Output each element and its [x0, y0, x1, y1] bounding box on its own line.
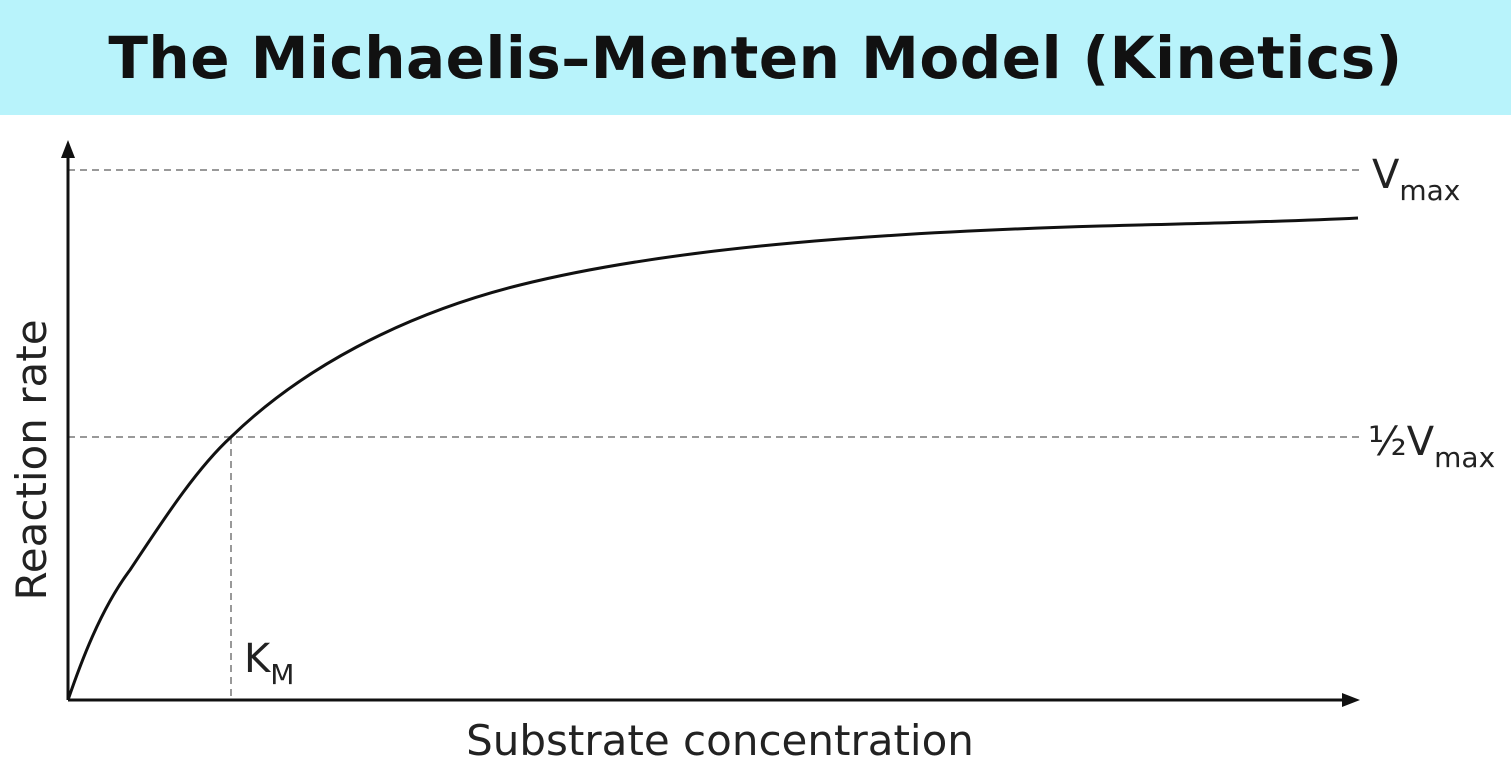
y-axis-label: Reaction rate [7, 319, 56, 600]
x-axis-label: Substrate concentration [466, 716, 974, 765]
y-axis-arrow [61, 140, 75, 158]
km-main: K [244, 636, 272, 682]
half-vmax-sub: max [1434, 441, 1495, 474]
title: The Michaelis–Menten Model (Kinetics) [108, 23, 1403, 92]
half-vmax-main: ½V [1368, 419, 1435, 465]
half-vmax-label: ½Vmax [1368, 419, 1495, 474]
vmax-main: V [1372, 152, 1400, 198]
x-axis-arrow [1342, 693, 1360, 707]
title-banner: The Michaelis–Menten Model (Kinetics) [0, 0, 1511, 115]
vmax-sub: max [1399, 174, 1460, 207]
km-label: KM [244, 636, 294, 691]
vmax-label: Vmax [1372, 152, 1460, 207]
rate-curve [66, 216, 1359, 701]
km-sub: M [270, 658, 294, 691]
